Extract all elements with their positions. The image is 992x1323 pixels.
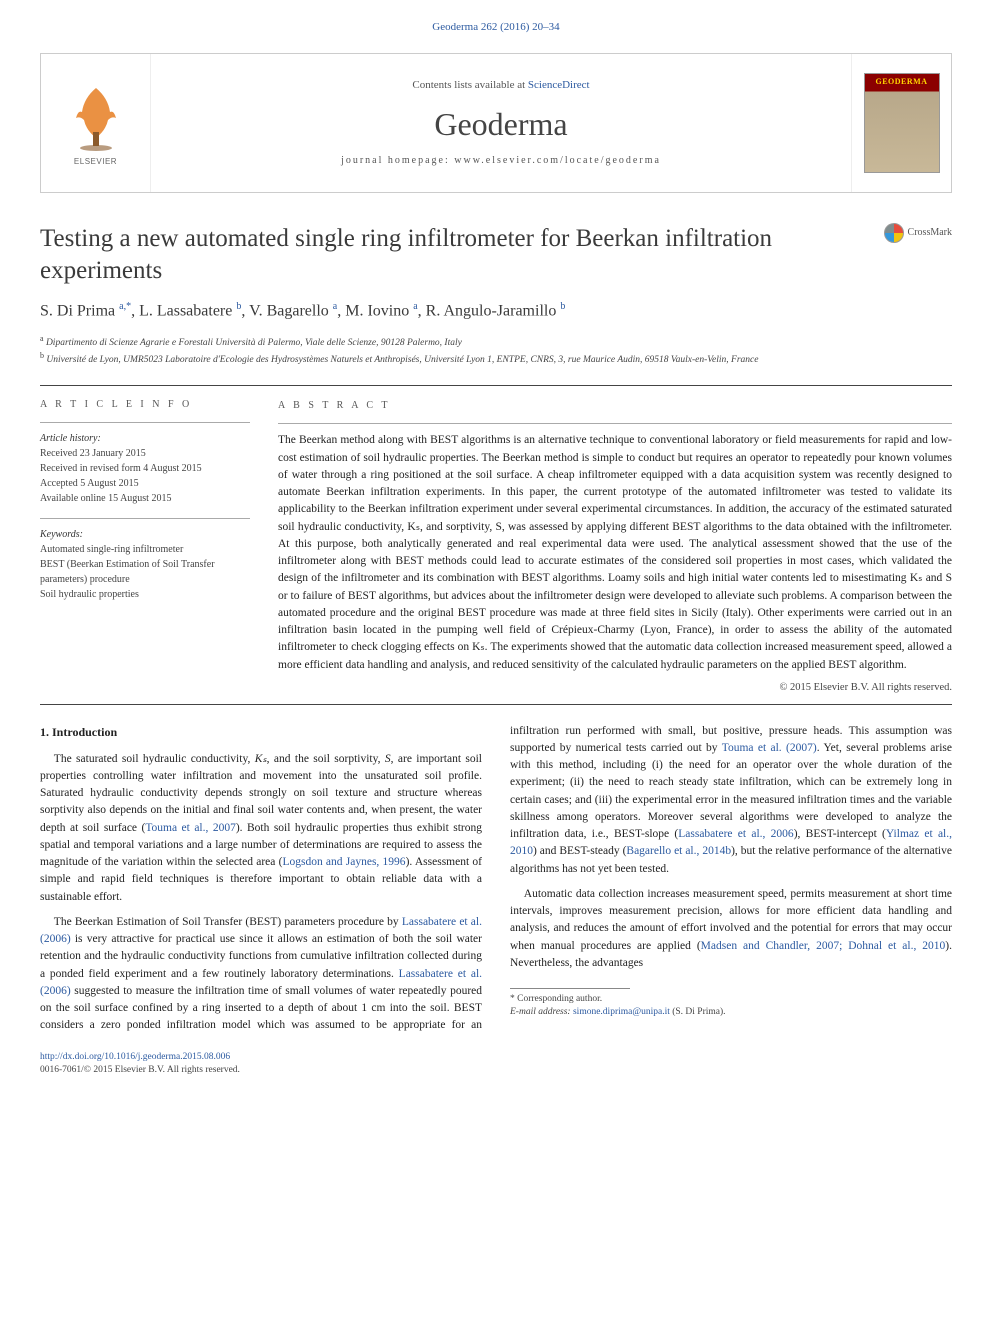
keyword: BEST (Beerkan Estimation of Soil Transfe… [40,557,250,587]
page-footer: http://dx.doi.org/10.1016/j.geoderma.201… [40,1051,952,1078]
journal-homepage: journal homepage: www.elsevier.com/locat… [341,154,661,168]
ref-link[interactable]: Lassabatere et al., 2006 [678,828,793,840]
article-info-heading: a r t i c l e i n f o [40,398,250,412]
banner-center: Contents lists available at ScienceDirec… [151,54,851,192]
elsevier-label: ELSEVIER [74,156,117,167]
intro-paragraph-3: Automatic data collection increases meas… [510,886,952,972]
keywords-block: Keywords: Automated single-ring infiltro… [40,527,250,602]
ref-link[interactable]: Bagarello et al., 2014b [626,845,731,857]
homepage-url: www.elsevier.com/locate/geoderma [454,155,661,166]
ref-link[interactable]: Touma et al. (2007) [722,742,817,754]
section-heading: 1. Introduction [40,723,482,741]
corresponding-author: * Corresponding author. [510,993,952,1006]
author-email-link[interactable]: simone.diprima@unipa.it [573,1007,670,1017]
abstract-column: a b s t r a c t The Beerkan method along… [278,398,952,695]
ref-link[interactable]: Logsdon and Jaynes, 1996 [282,856,405,868]
history-label: Article history: [40,431,250,446]
crossmark-label: CrossMark [908,226,952,240]
crossmark-badge[interactable]: CrossMark [884,223,952,243]
cover-title: GEODERMA [865,76,939,87]
sciencedirect-prefix: Contents lists available at [412,79,527,91]
doi-link[interactable]: http://dx.doi.org/10.1016/j.geoderma.201… [40,1052,230,1062]
history-item: Accepted 5 August 2015 [40,476,250,491]
footnote-rule [510,988,630,989]
crossmark-icon [884,223,904,243]
email-line: E-mail address: simone.diprima@unipa.it … [510,1006,952,1019]
abstract-heading: a b s t r a c t [278,398,952,413]
affiliation-b: b Université de Lyon, UMR5023 Laboratoir… [40,350,952,367]
author-list: S. Di Prima a,*, L. Lassabatere b, V. Ba… [40,300,952,323]
keyword: Soil hydraulic properties [40,587,250,602]
section-rule [40,385,952,386]
issue-reference: Geoderma 262 (2016) 20–34 [40,20,952,35]
ref-link[interactable]: Madsen and Chandler, 2007; Dohnal et al.… [701,940,946,952]
history-item: Available online 15 August 2015 [40,491,250,506]
sciencedirect-line: Contents lists available at ScienceDirec… [412,78,589,93]
affiliations: a Dipartimento di Scienze Agrarie e Fore… [40,333,952,368]
paper-title: Testing a new automated single ring infi… [40,223,780,286]
body-two-column: 1. Introduction The saturated soil hydra… [40,723,952,1035]
publisher-logo-area: ELSEVIER [41,54,151,192]
cover-area: GEODERMA [851,54,951,192]
issn-copyright: 0016-7061/© 2015 Elsevier B.V. All right… [40,1064,952,1077]
abstract-copyright: © 2015 Elsevier B.V. All rights reserved… [278,680,952,696]
elsevier-logo: ELSEVIER [56,76,136,171]
sciencedirect-link[interactable]: ScienceDirect [528,79,590,91]
intro-paragraph-1: The saturated soil hydraulic conductivit… [40,751,482,906]
homepage-prefix: journal homepage: [341,155,454,166]
keyword: Automated single-ring infiltrometer [40,542,250,557]
journal-banner: ELSEVIER Contents lists available at Sci… [40,53,952,193]
affiliation-a: a Dipartimento di Scienze Agrarie e Fore… [40,333,952,350]
section-rule [40,704,952,705]
history-item: Received in revised form 4 August 2015 [40,461,250,476]
footnotes: * Corresponding author. E-mail address: … [510,993,952,1020]
article-info-column: a r t i c l e i n f o Article history: R… [40,398,250,695]
keywords-label: Keywords: [40,527,250,542]
article-history: Article history: Received 23 January 201… [40,431,250,506]
abstract-text: The Beerkan method along with BEST algor… [278,432,952,674]
history-item: Received 23 January 2015 [40,446,250,461]
journal-cover-icon: GEODERMA [864,73,940,173]
elsevier-tree-icon [64,80,128,152]
ref-link[interactable]: Touma et al., 2007 [145,822,236,834]
journal-name: Geoderma [434,102,567,147]
